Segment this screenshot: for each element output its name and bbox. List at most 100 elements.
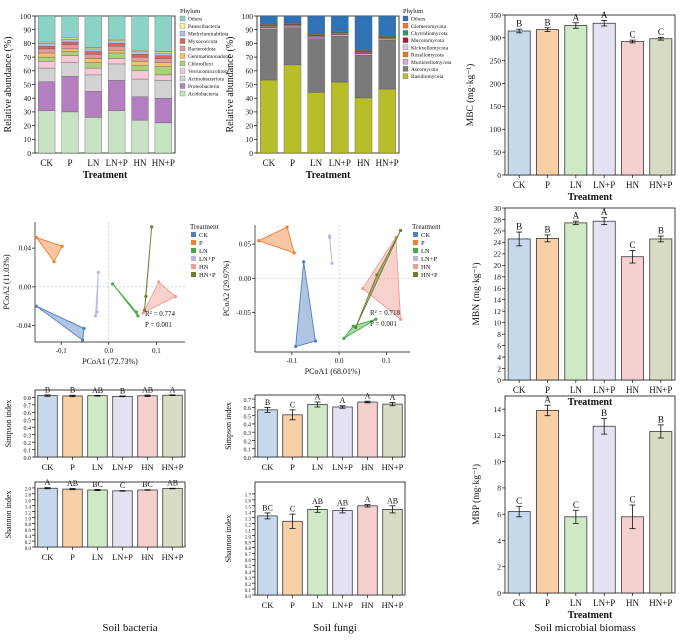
- y-tick-label: 0.00: [239, 275, 252, 283]
- stack-segment-HN: [131, 50, 149, 52]
- legend-label: CK: [199, 232, 208, 239]
- bar-HN: [137, 395, 158, 458]
- stack-segment-HN+P: [154, 55, 172, 59]
- bar-LN: [307, 509, 328, 596]
- mbp-bar-chart: 0 2 4 6 8 10 12 14 C CK A P C LN B LN+P C HN B HN+P Treatmen…: [471, 395, 676, 621]
- y-tick-label: 30: [24, 108, 32, 117]
- significance-letter: AB: [312, 497, 323, 506]
- point-LN: [134, 310, 139, 314]
- mbn-bar-chart: 024681012141618202224262830BCKBPALNALN+P…: [471, 204, 676, 408]
- plot-frame: [504, 395, 676, 594]
- y-tick-label: 1.6: [245, 500, 252, 505]
- x-tick-label: HN: [361, 600, 373, 610]
- y-tick-label: 90: [246, 26, 254, 35]
- x-tick-label: LN: [87, 158, 99, 168]
- y-tick-label: 4: [497, 353, 501, 362]
- bar-CK: [507, 30, 531, 176]
- y-tick-label: 200: [490, 79, 502, 88]
- y-axis-title: PCoA2 (11.03%): [2, 254, 11, 310]
- legend-swatch: [402, 30, 409, 36]
- bar-LN: [87, 395, 108, 458]
- point-LN+P: [96, 270, 100, 274]
- stack-segment-HN: [131, 96, 149, 121]
- y-tick-label: 2: [497, 364, 501, 373]
- x-tick-label: LN+P: [593, 385, 615, 395]
- significance-letter: A: [45, 478, 51, 487]
- bar-LN: [307, 404, 328, 458]
- plot-frame: [256, 15, 400, 154]
- y-tick-label: 30: [246, 108, 254, 117]
- point-HN+P: [142, 308, 147, 312]
- significance-letter: C: [629, 495, 635, 505]
- y-tick-label: 0.6: [25, 529, 32, 534]
- y-tick-label: 0.7: [244, 398, 252, 404]
- legend-swatch: [402, 66, 409, 72]
- y-tick-label: 1.0: [245, 535, 252, 540]
- y-tick-label: 30: [494, 204, 502, 213]
- x-tick-label: HN: [626, 385, 639, 395]
- legend-swatch: [179, 90, 186, 97]
- significance-letter: A: [544, 395, 551, 405]
- y-axis-title: Relative abundance (%): [3, 36, 14, 132]
- legend-swatch: [402, 23, 409, 29]
- x-tick-label: LN+P: [332, 462, 353, 472]
- legend-label: Gemmatimonadota: [188, 54, 230, 60]
- x-tick-label: HN+P: [649, 598, 672, 608]
- stack-segment-HN+P: [378, 40, 396, 90]
- x-tick-label: HN+P: [382, 462, 404, 472]
- stack-segment-HN+P: [154, 58, 172, 63]
- bar-CK: [257, 409, 278, 458]
- y-tick-label: 100: [20, 12, 32, 21]
- stack-segment-HN+P: [154, 52, 172, 56]
- y-axis-title: Shannon index: [224, 515, 233, 563]
- legend-label: Methylomirabilota: [188, 32, 229, 38]
- stack-segment-HN+P: [154, 15, 172, 52]
- y-tick-label: 0.2: [244, 439, 252, 445]
- legend-swatch: [402, 37, 409, 43]
- legend-swatch: [402, 15, 409, 22]
- x-tick-label: HN: [357, 158, 370, 168]
- stack-segment-P: [283, 27, 302, 66]
- y-tick-label: 60: [24, 67, 32, 76]
- group-hull-CK: [36, 305, 85, 341]
- significance-letter: C: [629, 240, 635, 250]
- bar-LN+P: [112, 490, 133, 548]
- point-HN: [173, 294, 178, 299]
- stack-segment-HN+P: [378, 38, 396, 41]
- stack-segment-P: [61, 44, 79, 50]
- point-LN+P: [95, 310, 99, 314]
- stack-segment-HN: [131, 78, 149, 98]
- y-tick-label: 20: [494, 261, 502, 270]
- y-tick-label: 250: [490, 57, 502, 66]
- p-value-label: P = 0.001: [145, 321, 172, 329]
- significance-letter: BC: [262, 503, 273, 512]
- y-tick-label: 0.0: [24, 456, 32, 462]
- x-tick-label: P: [67, 158, 72, 168]
- y-tick-label: 50: [24, 80, 32, 89]
- y-tick-label: 0: [27, 149, 31, 158]
- point-HN: [157, 280, 161, 284]
- y-tick-label: 1.7: [245, 494, 252, 499]
- stack-segment-HN: [131, 70, 149, 80]
- legend-label: HN: [199, 264, 209, 271]
- point-LN: [342, 336, 346, 340]
- bar-HN+P: [649, 431, 673, 594]
- y-tick-label: 0.1: [245, 589, 252, 594]
- y-tick-label: 40: [24, 94, 32, 103]
- stack-segment-LN+P: [331, 81, 349, 154]
- legend-title: Phylum: [403, 8, 423, 15]
- point-LN+P: [93, 314, 98, 318]
- x-tick-label: CK: [513, 385, 526, 395]
- significance-letter: AB: [67, 479, 78, 488]
- significance-letter: B: [544, 17, 550, 27]
- significance-letter: A: [390, 393, 396, 402]
- legend-label: HN: [421, 264, 431, 271]
- stack-segment-HN: [354, 53, 373, 56]
- stack-segment-CK: [260, 27, 278, 30]
- significance-letter: AB: [337, 499, 348, 508]
- y-tick-label: 8: [497, 484, 501, 493]
- stack-segment-LN+P: [108, 110, 126, 154]
- x-tick-label: P: [290, 462, 295, 472]
- plot-frame: [34, 481, 186, 548]
- stack-segment-P: [61, 62, 79, 77]
